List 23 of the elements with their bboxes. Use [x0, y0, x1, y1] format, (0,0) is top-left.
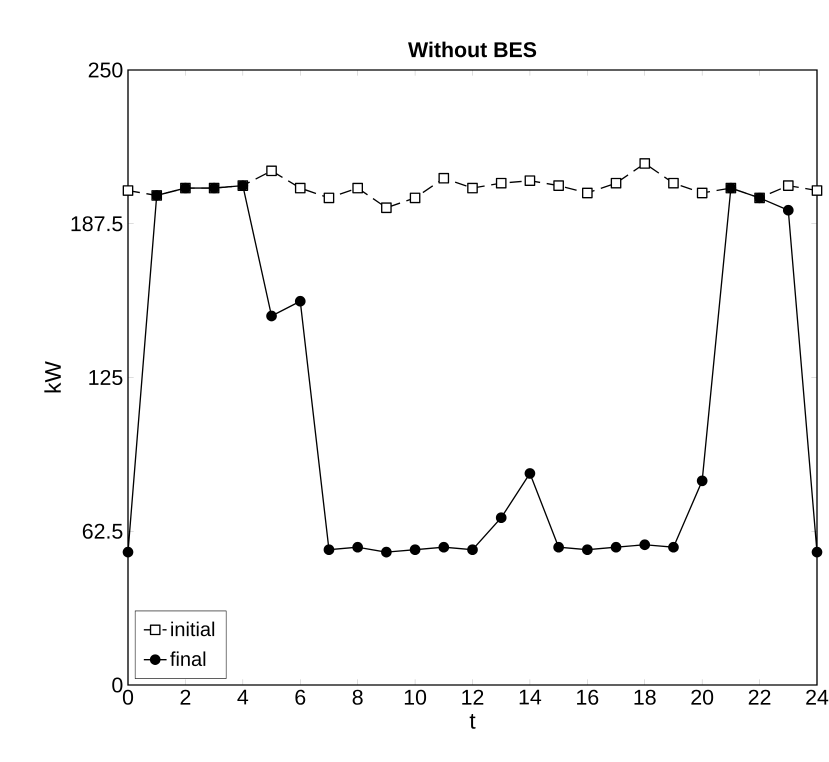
legend-label: final: [170, 651, 206, 666]
x-axis-title: t: [470, 714, 476, 729]
x-tick-label: 22: [748, 690, 770, 705]
x-tick-label: 18: [634, 690, 656, 705]
y-axis-title: kW: [44, 361, 61, 392]
x-tick-label: 2: [180, 690, 190, 705]
chart-title: Without BES: [408, 42, 536, 58]
x-tick-label: 24: [806, 690, 828, 705]
y-tick-label: 62.5: [82, 524, 122, 539]
x-tick-label: 6: [295, 690, 306, 705]
x-tick-label: 20: [691, 690, 714, 705]
x-tick-label: 14: [520, 690, 542, 704]
y-tick-label: 125: [89, 370, 122, 386]
legend-label: initial: [171, 622, 214, 636]
y-tick-label: 250: [88, 62, 122, 78]
x-tick-label: 16: [577, 690, 598, 705]
x-tick-label: 4: [237, 690, 248, 704]
x-tick-label: 8: [352, 690, 363, 705]
x-tick-label: 10: [404, 690, 426, 705]
x-tick-label: 0: [122, 690, 134, 705]
y-tick-label: 0: [112, 677, 122, 693]
y-tick-label: 187.5: [72, 216, 122, 232]
x-tick-label: 12: [462, 690, 484, 705]
